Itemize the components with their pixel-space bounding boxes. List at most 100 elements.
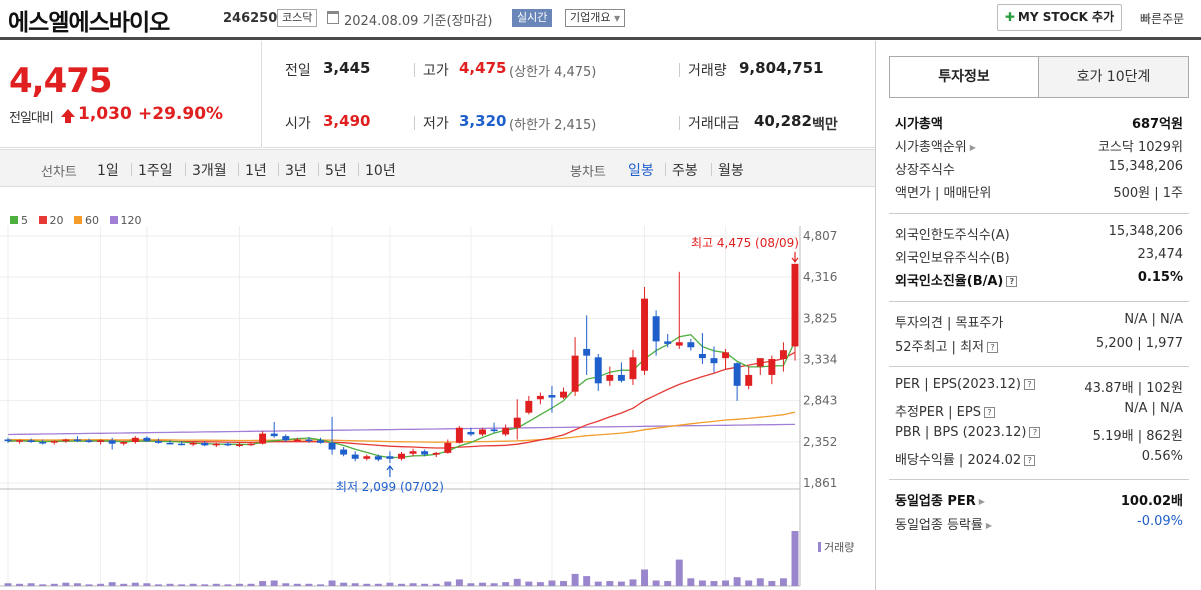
volume-bar [386,582,394,586]
volume-bar [189,583,197,586]
candle-body [768,358,776,375]
tab-period-3[interactable]: 1년 [245,163,267,179]
label-text: 추정PER | EPS [895,405,981,420]
tab-period-0[interactable]: 1일 [97,163,119,179]
base-date: 2024.08.09 기준(장마감) [344,14,493,29]
candle-body [235,444,243,447]
row-value: -0.09% [1137,514,1183,529]
label-text: 외국인소진율(B/A) [895,274,1004,289]
chevron-down-icon: ▼ [613,14,621,23]
y-tick-label: 3,334 [803,353,837,367]
volume-bar [745,580,753,586]
tab-candle-1[interactable]: 주봉 [672,163,698,179]
divider [679,116,680,130]
tab-candle-2[interactable]: 월봉 [718,163,744,179]
volume-bar [560,581,568,586]
volume-bar [421,583,429,586]
candle-body [641,298,649,371]
volume-bar [143,583,151,586]
ma5-legend: 5 [10,214,28,227]
quote-details: 전일 3,445 고가 4,475 (상한가 4,475) 거래량 9,804,… [263,41,875,148]
row-label: 액면가 | 매매단위 [895,186,992,201]
current-price: 4,475 [9,61,113,101]
chevron-right-icon: ▶ [985,521,993,530]
quick-order-link[interactable]: 빠른주문 [1140,12,1185,26]
my-stock-add-button[interactable]: ✚ MY STOCK 추가 [997,4,1122,31]
realtime-button[interactable]: 실시간 [512,9,553,27]
candle-body [756,358,764,367]
candlestick-chart[interactable]: 4,8074,3163,8253,3342,8432,3521,86105/17… [0,226,875,590]
volume-bar [779,578,787,586]
volume-bar [328,580,336,586]
row-label: PBR | BPS (2023.12)? [895,425,1041,440]
row-value: 500원 | 1주 [1113,186,1183,201]
help-icon[interactable]: ? [1029,427,1041,438]
candle-body [108,440,116,444]
candle-body [16,440,24,442]
stock-header: 에스엘에스바이오 246250 코스닥 2024.08.09 기준(장마감) 실… [0,0,1201,40]
row-value: 23,474 [1137,247,1184,262]
candle-body [560,391,568,398]
candle-body [374,456,382,460]
volume-bar [85,584,93,586]
tab-invest-info[interactable]: 투자정보 [890,57,1039,97]
row-sector-change[interactable]: 동일업종 등락률 ▶ -0.09% [895,514,1183,536]
divider [414,116,415,130]
legend-swatch [38,216,47,224]
upper-limit: (상한가 4,475) [509,65,597,80]
corp-overview-dropdown[interactable]: 기업개요 ▼ [565,9,626,27]
candle-body [27,440,35,443]
candle-body [432,452,440,455]
tab-period-1[interactable]: 1주일 [138,163,173,179]
candle-body [698,353,706,359]
volume-bar [4,583,12,586]
legend-label: 60 [85,214,99,227]
ma120-legend: 120 [109,214,142,227]
help-icon[interactable]: ? [983,407,995,418]
y-tick-label: 4,316 [803,270,837,284]
tab-period-2[interactable]: 3개월 [192,163,227,179]
volume-label: 거래량 [688,63,727,79]
candle-body [305,439,313,441]
volume-bar [629,579,637,586]
tab-orderbook-10[interactable]: 호가 10단계 [1039,57,1188,97]
candle-body [664,341,672,344]
divider [358,163,359,176]
help-icon[interactable]: ? [1006,276,1018,287]
tab-period-5[interactable]: 5년 [325,163,347,179]
tab-period-6[interactable]: 10년 [365,163,396,179]
row-label: 동일업종 등락률 ▶ [895,514,992,533]
row-label: 시가총액 [895,117,943,132]
row-sector-per[interactable]: 동일업종 PER ▶ 100.02배 [895,490,1183,512]
row-value: N/A | N/A [1124,312,1183,327]
label-text: PER | EPS(2023.12) [895,377,1021,392]
candle-body [85,440,93,443]
chevron-right-icon: ▶ [969,143,976,152]
row-cap-rank[interactable]: 시가총액순위 ▶ 코스닥 1029위 [895,136,1183,158]
candle-body [386,456,394,459]
row-pbr: PBR | BPS (2023.12)? 5.19배 | 862원 [895,425,1183,447]
row-label: 외국인소진율(B/A)? [895,270,1018,289]
corp-overview-label: 기업개요 [570,11,611,24]
label-text: PBR | BPS (2023.12) [895,425,1027,440]
help-icon[interactable]: ? [987,342,998,353]
volume-bar [235,583,243,586]
volume-bar [548,580,556,586]
candle-body [259,433,267,444]
candle-body [479,429,486,435]
volume-bar [733,577,741,586]
tab-candle-0[interactable]: 일봉 [628,163,654,179]
volume-bar [154,584,162,586]
help-icon[interactable]: ? [1024,455,1036,466]
volume-bar [259,581,267,586]
volume-bar [166,583,174,586]
legend-swatch [109,216,118,224]
stock-name: 에스엘에스바이오 [8,10,170,36]
volume-bar [293,583,301,586]
candle-chart-label: 봉차트 [570,165,606,180]
tab-period-4[interactable]: 3년 [285,163,307,179]
volume-bar [340,582,348,586]
volume-bar [409,583,417,586]
volume-bar [525,581,533,586]
help-icon[interactable]: ? [1023,379,1035,390]
